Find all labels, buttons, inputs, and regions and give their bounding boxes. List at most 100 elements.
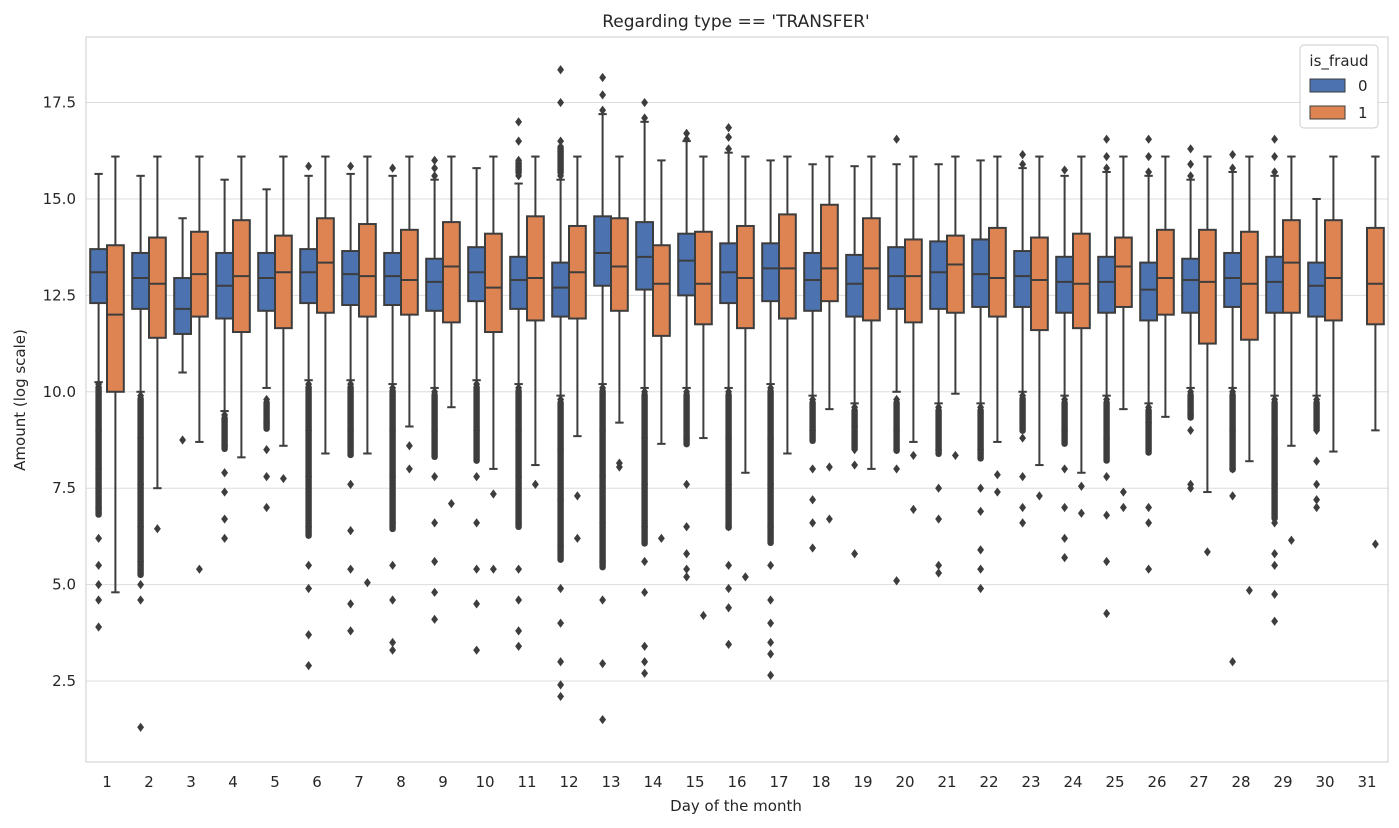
outlier-point [993, 470, 1001, 480]
outlier-point [95, 425, 103, 435]
chart-title: Regarding type == 'TRANSFER' [602, 12, 869, 32]
box-day-2-is-fraud-0 [131, 174, 150, 732]
outlier-point [1271, 589, 1279, 599]
box-day-18-is-fraud-1 [820, 155, 839, 524]
box-day-5-is-fraud-1 [274, 155, 293, 484]
outlier-point [515, 383, 523, 393]
outlier-point [305, 161, 313, 171]
outlier-point [599, 105, 607, 115]
outlier-point [263, 418, 271, 428]
outlier-point [279, 473, 287, 484]
iqr-box [761, 242, 781, 303]
outlier-point [683, 522, 691, 532]
iqr-box [1030, 236, 1049, 332]
outlier-point [389, 425, 397, 435]
iqr-box [1139, 261, 1158, 322]
outlier-point [1229, 425, 1237, 435]
outlier-point [1371, 539, 1379, 549]
iqr-box [299, 248, 319, 305]
outlier-point [95, 580, 103, 590]
outlier-point [977, 564, 985, 574]
x-tick-label: 31 [1357, 773, 1376, 791]
outlier-point [389, 472, 397, 482]
outlier-point [977, 545, 985, 555]
outlier-point [641, 641, 649, 651]
outlier-point [305, 560, 313, 570]
outlier-point [221, 468, 229, 478]
outlier-point [347, 564, 355, 574]
outlier-point [641, 522, 649, 532]
box-day-6-is-fraud-1 [316, 155, 335, 455]
outlier-point [767, 637, 775, 648]
outlier-point [431, 425, 439, 435]
box-day-25-is-fraud-1 [1114, 155, 1133, 513]
legend-swatch-0 [1309, 78, 1346, 93]
box-day-15-is-fraud-1 [694, 155, 713, 621]
outlier-point [977, 402, 985, 412]
outlier-point [977, 583, 985, 594]
outlier-point [641, 587, 649, 597]
x-tick-label: 24 [1063, 773, 1082, 791]
outlier-point [725, 560, 733, 570]
outlier-point [557, 171, 565, 181]
outlier-point [767, 433, 775, 443]
iqr-box [1156, 228, 1175, 316]
outlier-point [305, 660, 313, 671]
outlier-point [347, 626, 355, 636]
outlier-point [431, 472, 439, 482]
outlier-point [683, 564, 691, 574]
box-day-14-is-fraud-1 [652, 159, 671, 543]
box-day-22-is-fraud-0 [971, 159, 991, 594]
outlier-cluster [347, 384, 354, 459]
box-day-19-is-fraud-1 [862, 155, 881, 470]
box-day-2-is-fraud-1 [148, 155, 167, 534]
iqr-box [1097, 255, 1116, 314]
outlier-point [683, 433, 691, 443]
iqr-box [1366, 226, 1385, 326]
outlier-cluster [515, 387, 522, 531]
outlier-cluster [1145, 407, 1152, 456]
outlier-point [1077, 481, 1085, 491]
outlier-point [1313, 502, 1321, 513]
iqr-box [652, 244, 671, 337]
box-day-31-is-fraud-1 [1366, 155, 1385, 549]
outlier-point [1061, 533, 1069, 543]
x-tick-label: 5 [270, 773, 280, 791]
outlier-point [347, 379, 355, 389]
outlier-point [683, 549, 691, 559]
iqr-box [509, 255, 529, 310]
outlier-point [1061, 502, 1069, 513]
outlier-point [137, 522, 145, 532]
outlier-point [473, 518, 481, 528]
outlier-point [767, 595, 775, 605]
outlier-point [515, 425, 523, 435]
iqr-box [1324, 219, 1343, 322]
iqr-box [1265, 255, 1284, 314]
outlier-point [137, 580, 145, 590]
outlier-point [347, 526, 355, 536]
outlier-point [683, 572, 691, 582]
outlier-point [195, 564, 203, 574]
outlier-point [389, 637, 397, 648]
outlier-cluster [95, 384, 102, 518]
outlier-point [137, 479, 145, 489]
x-tick-label: 29 [1273, 773, 1292, 791]
iqr-box [106, 244, 125, 393]
outlier-point [557, 495, 565, 505]
outlier-point [1103, 134, 1111, 144]
outlier-point [473, 425, 481, 435]
outlier-point [305, 630, 313, 640]
outlier-point [137, 391, 145, 401]
outlier-point [557, 136, 565, 146]
outlier-point [1103, 608, 1111, 619]
outlier-point [1271, 518, 1279, 528]
iqr-box [400, 228, 419, 316]
box-day-29-is-fraud-1 [1282, 155, 1301, 545]
outlier-point [825, 514, 833, 524]
outlier-point [641, 556, 649, 567]
outlier-point [599, 518, 607, 528]
outlier-point [683, 134, 691, 144]
outlier-cluster [221, 414, 228, 452]
outlier-cluster [683, 391, 690, 448]
iqr-box [1114, 236, 1133, 308]
